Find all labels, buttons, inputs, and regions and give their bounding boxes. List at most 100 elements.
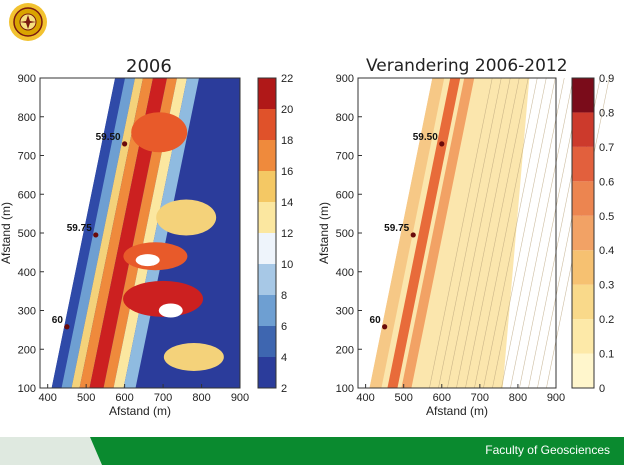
- contour-line: [510, 77, 574, 389]
- x-tick-label: 800: [192, 392, 210, 404]
- x-tick-label: 700: [471, 392, 489, 404]
- y-tick-label: 600: [18, 189, 36, 201]
- colorbar-segment: [572, 146, 594, 182]
- footer-text: Faculty of Geosciences: [485, 443, 610, 457]
- x-axis-label: Afstand (m): [109, 404, 171, 418]
- patch-red-mid: [123, 280, 204, 317]
- colorbar-tick-label: 6: [281, 321, 287, 333]
- y-tick-label: 300: [336, 306, 354, 318]
- colorbar-tick-label: 10: [281, 259, 293, 271]
- transect-point: [439, 141, 445, 147]
- x-tick-label: 700: [154, 392, 172, 404]
- colorbar-tick-label: 8: [281, 290, 287, 302]
- transect-point-label: 59.75: [384, 223, 409, 234]
- band-shore: [51, 78, 125, 388]
- transect-point: [122, 141, 128, 147]
- colorbar-segment: [258, 233, 276, 264]
- colorbar-tick-label: 0.2: [599, 314, 614, 326]
- transect-point-label: 60: [370, 315, 382, 326]
- colorbar-segment: [258, 171, 276, 202]
- y-tick-label: 900: [18, 73, 36, 85]
- colorbar-segment: [258, 264, 276, 295]
- contour-line: [474, 77, 538, 389]
- colorbar-tick-label: 20: [281, 104, 293, 116]
- transect-point: [410, 232, 416, 238]
- transect-point-label: 59.75: [67, 223, 92, 234]
- transect-point: [64, 324, 70, 330]
- contour-line: [438, 77, 502, 389]
- colorbar-segment: [572, 250, 594, 285]
- y-tick-label: 800: [336, 112, 354, 124]
- y-axis-label: Afstand (m): [317, 202, 331, 264]
- y-tick-label: 600: [336, 189, 354, 201]
- y-tick-label: 100: [18, 383, 36, 395]
- colorbar-tick-label: 0.9: [599, 73, 614, 85]
- colorbar-segment: [572, 215, 594, 251]
- transect-point: [382, 324, 388, 330]
- x-tick-label: 600: [433, 392, 451, 404]
- field-right-white: [502, 78, 556, 388]
- colorbar-tick-label: 0.4: [599, 245, 614, 257]
- footer-band: [0, 437, 624, 465]
- colorbar-segment: [572, 181, 594, 216]
- contour-line: [483, 77, 547, 389]
- chart-left: 400 500 600 700 800 900 100 200 300 400 500 600 700 8…: [0, 73, 293, 418]
- contour-line: [492, 77, 556, 389]
- transect-point-label: 59.50: [96, 132, 121, 143]
- patch-yellow: [156, 199, 217, 236]
- colorbar-tick-label: 2: [281, 383, 287, 395]
- colorbar-segment: [258, 109, 276, 140]
- colorbar-tick-label: 22: [281, 73, 293, 85]
- colorbar-tick-label: 0.6: [599, 176, 614, 188]
- patch-red-top: [131, 112, 188, 153]
- chart-right: 400 500 600 700 800 9001002003004005006007008…: [317, 73, 614, 418]
- y-axis-label: Afstand (m): [0, 202, 13, 264]
- colorbar-tick-label: 0: [599, 383, 605, 395]
- band-change-2: [387, 78, 461, 388]
- colorbar-segment: [572, 319, 594, 354]
- band-orange: [79, 78, 153, 388]
- y-tick-label: 400: [336, 267, 354, 279]
- contour-line: [501, 77, 565, 389]
- x-tick-label: 800: [509, 392, 527, 404]
- y-tick-label: 400: [18, 267, 36, 279]
- colorbar-segment: [258, 140, 276, 171]
- colorbar-frame: [257, 77, 277, 389]
- field-outside: [40, 78, 115, 388]
- colorbar-segment: [572, 353, 594, 388]
- band-change-3: [401, 78, 475, 388]
- colorbar-tick-label: 12: [281, 228, 293, 240]
- chart-title-left: 2006: [126, 56, 172, 77]
- band-yellow: [71, 78, 143, 388]
- colorbar-tick-label: 18: [281, 135, 293, 147]
- y-tick-label: 900: [336, 73, 354, 85]
- x-tick-label: 400: [39, 392, 57, 404]
- patch-white-2: [158, 303, 183, 318]
- contour-line: [465, 77, 529, 389]
- colorbar-segment: [572, 112, 594, 147]
- contour-line: [447, 77, 511, 389]
- colorbar-tick-label: 0.8: [599, 107, 614, 119]
- colorbar-segment: [258, 357, 276, 388]
- field-outside: [358, 78, 433, 388]
- transect-point-label: 59.50: [413, 132, 438, 143]
- colorbar-tick-label: 0.5: [599, 211, 614, 223]
- band-orange-2: [103, 78, 177, 388]
- y-tick-label: 100: [336, 383, 354, 395]
- colorbar-segment: [258, 78, 276, 109]
- colorbar-segment: [572, 284, 594, 320]
- colorbar-tick-label: 14: [281, 197, 293, 209]
- colorbar-segment: [572, 78, 594, 113]
- colorbar-segment: [258, 326, 276, 357]
- x-tick-label: 900: [231, 392, 249, 404]
- y-tick-label: 500: [18, 228, 36, 240]
- band-pale: [113, 78, 187, 388]
- chart-title-right: Verandering 2006-2012: [366, 56, 568, 76]
- colorbar-segment: [258, 295, 276, 326]
- y-tick-label: 500: [336, 228, 354, 240]
- y-tick-label: 700: [336, 151, 354, 163]
- y-tick-label: 300: [18, 306, 36, 318]
- colorbar-tick-label: 4: [281, 352, 287, 364]
- contour-line: [429, 77, 493, 389]
